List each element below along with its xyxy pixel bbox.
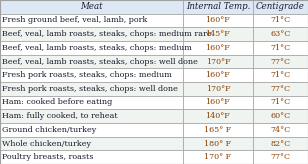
Text: 71°C: 71°C — [270, 17, 290, 24]
Bar — [253, 109, 308, 123]
Text: 165° F: 165° F — [204, 126, 232, 134]
Text: Centigrade: Centigrade — [256, 2, 305, 11]
Text: 170° F: 170° F — [204, 153, 232, 161]
Text: Fresh ground beef, veal, lamb, pork: Fresh ground beef, veal, lamb, pork — [2, 17, 148, 24]
Text: 170°F: 170°F — [206, 58, 230, 65]
Text: Ham: cooked before eating: Ham: cooked before eating — [2, 99, 112, 106]
Text: Beef, veal, lamb roasts, steaks, chops: medium: Beef, veal, lamb roasts, steaks, chops: … — [2, 44, 192, 52]
Text: 145°F: 145°F — [205, 30, 230, 38]
Text: 77°C: 77°C — [270, 153, 290, 161]
Text: 77°C: 77°C — [270, 58, 290, 65]
Bar — [253, 123, 308, 137]
Text: 71°C: 71°C — [270, 99, 290, 106]
Bar — [253, 150, 308, 164]
Text: 160°F: 160°F — [205, 99, 230, 106]
Text: 160°F: 160°F — [205, 44, 230, 52]
Text: Internal Temp.: Internal Temp. — [186, 2, 250, 11]
Bar — [183, 68, 253, 82]
Text: Beef, veal, lamb roasts, steaks, chops: medium rare: Beef, veal, lamb roasts, steaks, chops: … — [2, 30, 212, 38]
Text: Meat: Meat — [80, 2, 103, 11]
Text: 82°C: 82°C — [270, 140, 290, 147]
Bar — [0, 109, 183, 123]
Text: 77°C: 77°C — [270, 85, 290, 93]
Text: Whole chicken/turkey: Whole chicken/turkey — [2, 140, 91, 147]
Bar — [183, 0, 253, 14]
Text: 71°C: 71°C — [270, 44, 290, 52]
Bar — [0, 55, 183, 68]
Bar — [253, 137, 308, 150]
Bar — [0, 41, 183, 55]
Bar — [183, 109, 253, 123]
Bar — [253, 55, 308, 68]
Bar — [253, 68, 308, 82]
Text: Fresh pork roasts, steaks, chops: medium: Fresh pork roasts, steaks, chops: medium — [2, 71, 172, 79]
Text: 140°F: 140°F — [205, 112, 230, 120]
Bar — [253, 96, 308, 109]
Bar — [183, 41, 253, 55]
Text: 160°F: 160°F — [205, 71, 230, 79]
Text: Poultry breasts, roasts: Poultry breasts, roasts — [2, 153, 94, 161]
Bar — [183, 82, 253, 96]
Text: 74°C: 74°C — [270, 126, 290, 134]
Bar — [0, 150, 183, 164]
Bar — [253, 0, 308, 14]
Bar — [0, 14, 183, 27]
Text: 63°C: 63°C — [270, 30, 290, 38]
Bar — [0, 82, 183, 96]
Bar — [183, 137, 253, 150]
Bar — [183, 123, 253, 137]
Text: 170°F: 170°F — [206, 85, 230, 93]
Bar — [183, 55, 253, 68]
Text: 60°C: 60°C — [270, 112, 290, 120]
Bar — [183, 96, 253, 109]
Bar — [0, 0, 183, 14]
Bar — [183, 150, 253, 164]
Bar — [253, 27, 308, 41]
Bar — [0, 137, 183, 150]
Bar — [253, 82, 308, 96]
Text: Beef, veal, lamb roasts, steaks, chops: well done: Beef, veal, lamb roasts, steaks, chops: … — [2, 58, 198, 65]
Bar — [0, 123, 183, 137]
Text: 160°F: 160°F — [205, 17, 230, 24]
Text: Ground chicken/turkey: Ground chicken/turkey — [2, 126, 96, 134]
Text: 71°C: 71°C — [270, 71, 290, 79]
Bar — [183, 27, 253, 41]
Text: Ham: fully cooked, to reheat: Ham: fully cooked, to reheat — [2, 112, 118, 120]
Bar — [253, 41, 308, 55]
Text: Fresh pork roasts, steaks, chops: well done: Fresh pork roasts, steaks, chops: well d… — [2, 85, 178, 93]
Bar — [0, 27, 183, 41]
Bar — [183, 14, 253, 27]
Bar — [0, 96, 183, 109]
Bar — [0, 68, 183, 82]
Text: 180° F: 180° F — [204, 140, 232, 147]
Bar — [253, 14, 308, 27]
